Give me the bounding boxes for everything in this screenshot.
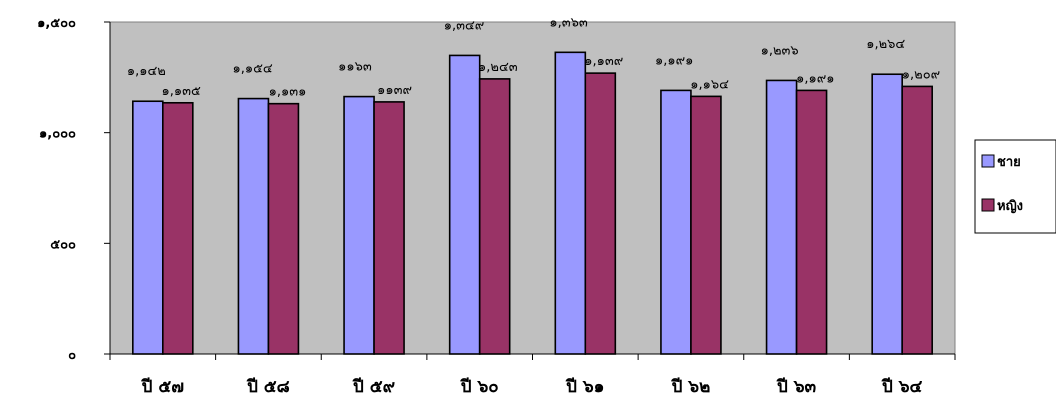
bar-female xyxy=(267,102,300,355)
x-tick-label: ปี ๖๒ xyxy=(671,376,711,397)
data-label: ๑,๑๓๕ xyxy=(161,84,201,99)
bar-female xyxy=(478,78,511,355)
legend-swatch xyxy=(981,154,995,168)
y-tick-label: ๑,๕๐๐ xyxy=(37,16,76,31)
data-label: ๑๑๖๓ xyxy=(338,60,372,75)
bar-male xyxy=(660,89,692,355)
bar-male xyxy=(343,95,375,355)
data-label: ๑,๓๖๓ xyxy=(549,15,588,30)
x-tick-label: ปี ๖๓ xyxy=(776,376,816,397)
data-label: ๑,๑๙๑ xyxy=(796,71,834,86)
x-tick-label: ปี ๕๘ xyxy=(246,376,290,397)
data-label: ๑,๒๔๓ xyxy=(478,60,518,75)
bar-male xyxy=(237,97,270,355)
legend-label: ชาย xyxy=(997,155,1021,170)
legend-label: หญิง xyxy=(997,199,1023,214)
data-label: ๑,๓๔๙ xyxy=(444,18,485,33)
data-label: ๑,๑๓๙ xyxy=(584,54,623,69)
x-tick-label: ปี ๖๑ xyxy=(565,376,604,397)
bar-male xyxy=(554,51,587,355)
bar-female xyxy=(690,95,722,355)
data-label: ๑,๑๕๔ xyxy=(232,62,272,77)
bar-male xyxy=(448,54,481,355)
bar-male xyxy=(765,79,798,355)
bar-female xyxy=(584,72,617,355)
data-label: ๑,๑๙๑ xyxy=(655,53,693,68)
x-tick-label: ปี ๕๗ xyxy=(141,376,184,397)
legend-swatch xyxy=(981,198,995,212)
data-label: ๑,๑๓๑ xyxy=(269,85,307,100)
bar-female xyxy=(901,85,933,355)
data-label: ๑๑๓๙ xyxy=(377,83,412,98)
bar-female xyxy=(795,89,828,355)
x-tick-label: ปี ๖๔ xyxy=(881,376,922,397)
y-tick-label: ๐ xyxy=(68,348,76,363)
x-tick-label: ปี ๖๐ xyxy=(460,376,499,397)
bar-male xyxy=(871,73,903,355)
data-label: ๑,๒๓๖ xyxy=(761,43,799,58)
legend-box xyxy=(974,139,1056,234)
bar-female xyxy=(162,101,194,355)
data-label: ๑,๒๐๙ xyxy=(902,67,940,82)
data-label: ๑,๒๖๔ xyxy=(866,37,905,52)
bar-male xyxy=(132,100,164,355)
data-label: ๑,๑๔๒ xyxy=(127,64,166,79)
data-label: ๑,๑๖๔ xyxy=(690,77,729,92)
x-tick-label: ปี ๕๙ xyxy=(352,376,395,397)
bar-female xyxy=(373,101,405,355)
y-tick-label: ๑,๐๐๐ xyxy=(39,127,76,142)
y-tick-label: ๕๐๐ xyxy=(50,237,76,252)
